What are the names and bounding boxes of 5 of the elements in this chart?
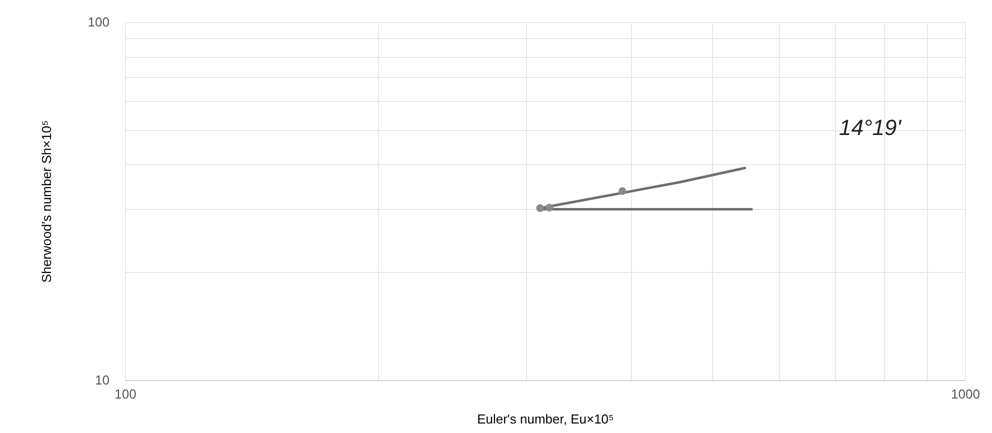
annotation: 14°19' — [839, 115, 902, 140]
y-axis-title: Sherwood's number Sh×10⁵ — [38, 120, 54, 283]
x-tick-label: 1000 — [951, 386, 980, 402]
y-tick-label: 10 — [95, 372, 110, 388]
x-axis-title: Euler's number, Eu×10⁵ — [477, 412, 614, 426]
